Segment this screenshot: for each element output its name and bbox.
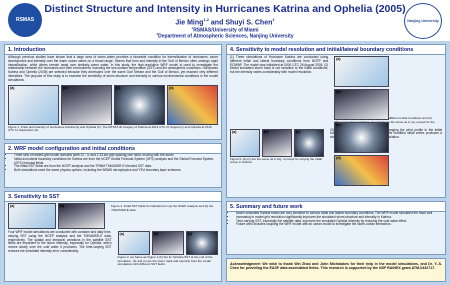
- caption: Figure 5. (a)-(c) are the same as in Fig…: [230, 156, 322, 164]
- section: 3. Sensitivity to SST (a) (b) Figure 2. I…: [4, 191, 222, 282]
- section-heading: 5. Summary and future work: [227, 202, 445, 212]
- row: (a) (b) Figure 2. Initial SST fields for …: [5, 202, 221, 230]
- bullet-list: Model simulated Katrina tracks are very …: [227, 211, 445, 227]
- panel-label: (b): [153, 232, 159, 236]
- section-heading: 4. Sensitivity to model resolution and i…: [227, 45, 445, 55]
- header: RSMAS Nanjing University Distinct Struct…: [0, 0, 450, 41]
- figure-panel: (a): [334, 56, 390, 87]
- logo-right: Nanjing University: [404, 3, 442, 39]
- bullet: Model simulated Katrina tracks are very …: [236, 211, 442, 216]
- figure-panel: (a): [8, 84, 59, 125]
- figure-panel: (a): [117, 231, 150, 255]
- column: (a) (b) (c) Figure 5. (a)-(c) are the same…: [227, 128, 327, 165]
- figure-panel: (c): [334, 122, 390, 153]
- figure: (a) (b): [5, 202, 108, 230]
- panel-label: (c): [296, 129, 301, 134]
- title: Distinct Structure and Intensity in Hurr…: [44, 3, 406, 15]
- figure: (a) (b) (c): [115, 230, 221, 256]
- ack-body: We wish to thank Wei Zhao and John Micha…: [230, 262, 442, 271]
- bullet: Time-varying SST, especially the satelli…: [236, 219, 442, 224]
- bullet: Three sets of nested-grid model domains …: [14, 153, 218, 158]
- bullet: Initial and lateral boundary conditions …: [14, 157, 218, 166]
- logo-text: Nanjing University: [407, 19, 439, 23]
- bullet: Both simulations used the same physics o…: [14, 168, 218, 173]
- author: Shuyi S. Chen: [225, 19, 273, 27]
- section-text: (1) Three simulations of Hurricane Katri…: [230, 55, 329, 75]
- bullet: The initial SST fields are from the NCEP…: [14, 165, 218, 169]
- sup: 1,2: [203, 17, 209, 22]
- figure-panel: (d): [334, 155, 390, 186]
- panel-label: (d): [169, 85, 174, 90]
- affiliation: 2Department of Atmospheric Sciences, Nan…: [0, 32, 450, 40]
- figure-panel: (c): [294, 128, 324, 157]
- acknowledgment: Acknowledgment: We wish to thank Wei Zha…: [226, 258, 446, 282]
- figure-panel: (b): [151, 231, 184, 255]
- section: 2. WRF model configuration and initial c…: [4, 143, 222, 188]
- panel-label: (a): [119, 232, 124, 236]
- figure-panel: (d): [167, 84, 218, 125]
- column: (a) (b) (c) Figure 3. (a) Same as Figure 2…: [115, 230, 221, 267]
- section: 1. Introduction Although previous studie…: [4, 44, 222, 140]
- figure-panel: (b): [61, 84, 112, 125]
- authors: Jie Ming1,2 and Shuyi S. Chen1: [0, 17, 450, 26]
- logo-left: RSMAS: [8, 3, 42, 37]
- panel-label: (a): [336, 57, 341, 61]
- panel-label: (c): [187, 232, 193, 236]
- ack-label: Acknowledgment:: [230, 262, 261, 266]
- figure-panel: (b): [262, 128, 292, 157]
- figure-panel: (c): [114, 84, 165, 125]
- caption: Figure 1. Track and intensity of Hurrica…: [8, 124, 212, 133]
- sup: 1: [191, 26, 194, 30]
- row: Four WRF model simulations are conducted…: [5, 230, 221, 267]
- column: (a)(b)(c)(d) Figure 4. Storm tracks of K…: [331, 55, 445, 186]
- section-heading: 3. Sensitivity to SST: [5, 192, 221, 202]
- sup: 2: [156, 32, 159, 36]
- author: Jie Ming: [175, 19, 204, 27]
- figure-panel: (a): [230, 128, 260, 157]
- row: (1) Three simulations of Hurricane Katri…: [227, 55, 445, 186]
- affil-text: Department of Atmospheric Sciences, Nanj…: [158, 33, 294, 40]
- figure-panel: (b): [334, 89, 390, 120]
- figure-panel: (c): [185, 231, 218, 255]
- logo-text: RSMAS: [15, 17, 35, 23]
- figure-panel: (b): [57, 203, 106, 229]
- section-text: Four WRF model simulations are conducted…: [8, 230, 112, 253]
- panel-label: (a): [10, 85, 15, 90]
- bullet: Increasing in model grid resolution sign…: [236, 215, 442, 220]
- author-sep: and: [208, 19, 226, 27]
- panel-label: (a): [232, 129, 237, 134]
- panel-label: (c): [336, 123, 341, 127]
- panel-label: (b): [59, 204, 65, 208]
- panel-label: (d): [336, 156, 341, 160]
- figure-panel: (a): [8, 203, 56, 229]
- panel-label: (b): [264, 129, 269, 134]
- panel-label: (a): [10, 204, 15, 208]
- caption: Figure 3. (a) Same as Figure 2 (b) but f…: [117, 255, 213, 266]
- section-text: Although previous studies have shown tha…: [8, 55, 218, 82]
- bullet-list: Three sets of nested-grid model domains …: [5, 153, 221, 173]
- bullet: Future work includes coupling the WRF mo…: [236, 223, 442, 227]
- caption: Figure 2. Initial SST fields for Ophelia…: [111, 204, 214, 212]
- affiliation: 1RSMAS/University of Miami: [0, 26, 450, 34]
- panel-label: (b): [63, 85, 68, 90]
- figure: (a) (b) (c) (d): [331, 55, 445, 186]
- section-heading: 2. WRF model configuration and initial c…: [5, 144, 221, 154]
- figure: (a) (b) (c): [227, 128, 327, 158]
- section-heading: 1. Introduction: [5, 45, 221, 55]
- panel-label: (c): [116, 85, 121, 90]
- affil-text: RSMAS/University of Miami: [193, 27, 259, 34]
- section: 4. Sensitivity to model resolution and i…: [226, 44, 446, 198]
- panel-label: (b): [336, 90, 341, 94]
- ack-text: Acknowledgment: We wish to thank Wei Zha…: [227, 259, 445, 272]
- sup: 1: [272, 17, 275, 22]
- figure: (a) (b) (c) (d): [5, 84, 221, 126]
- section: 5. Summary and future work Model simulat…: [226, 201, 446, 255]
